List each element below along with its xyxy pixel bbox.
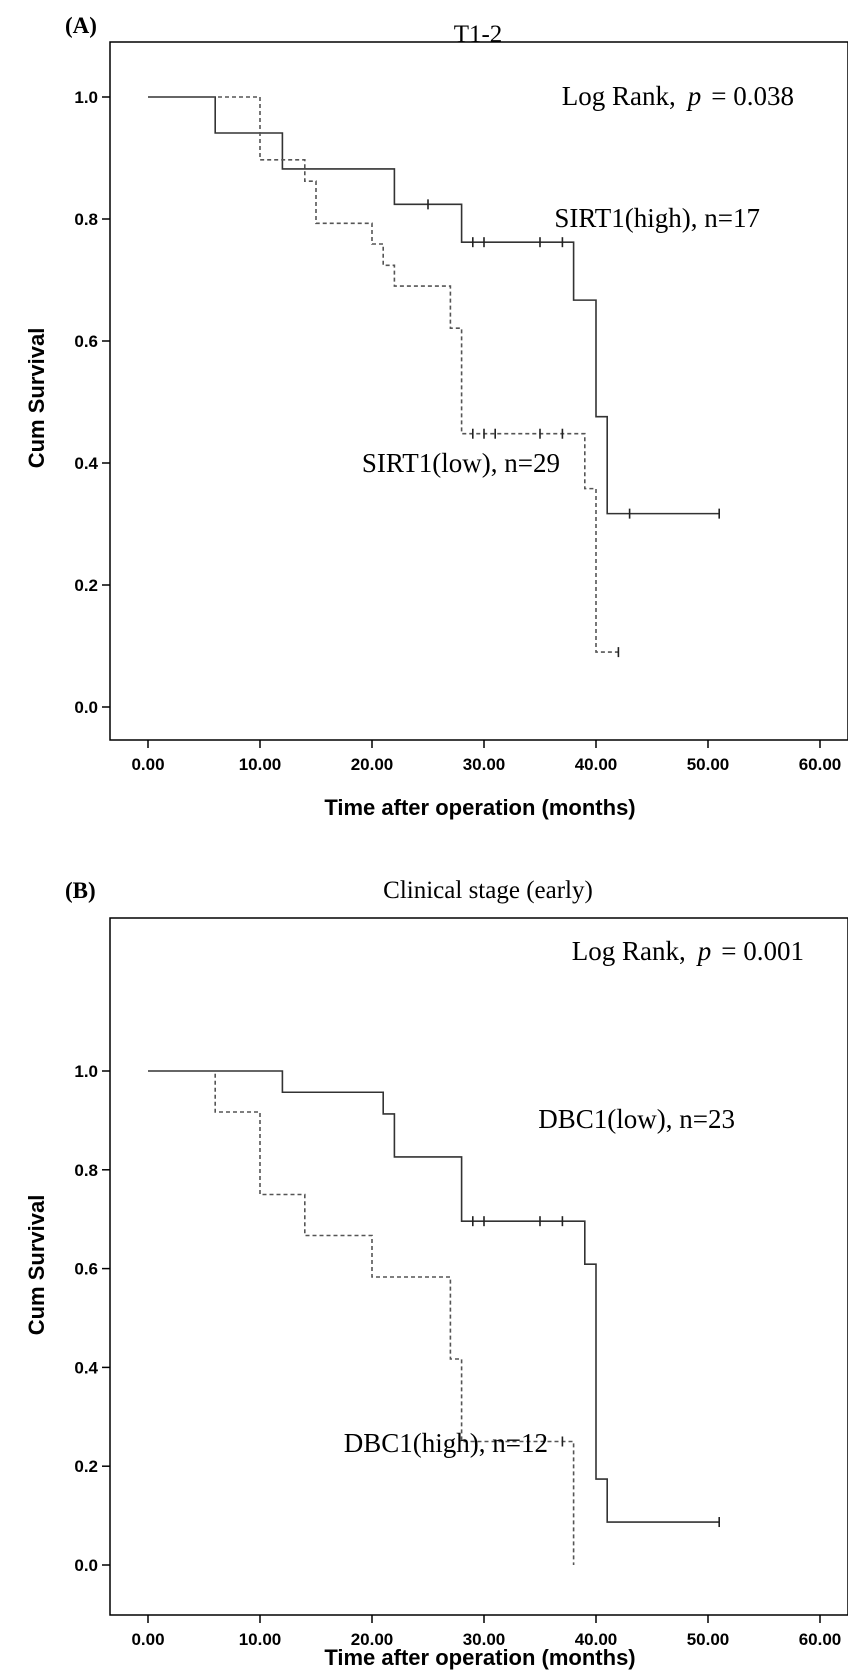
y-tick-label: 0.4 — [74, 1358, 98, 1377]
series-label: DBC1(low), n=23 — [538, 1104, 735, 1134]
y-tick-label: 1.0 — [74, 1062, 98, 1081]
chart-title: T1-2 — [454, 21, 503, 48]
x-axis-label: Time after operation (months) — [324, 1645, 635, 1670]
chart-panel-b: (B) Clinical stage (early) 0.0 0.2 0.4 0.6 0.8… — [24, 877, 848, 1670]
y-tick-label: 0.2 — [74, 576, 98, 595]
x-tick-label: 0.00 — [131, 1630, 164, 1649]
y-tick-label: 0.4 — [74, 454, 98, 473]
x-tick-label: 10.00 — [239, 1630, 282, 1649]
x-tick-label: 50.00 — [687, 755, 730, 774]
plot-frame — [109, 917, 848, 1616]
panel-label: (A) — [65, 13, 97, 38]
survival-curve-solid — [148, 1070, 720, 1523]
x-axis-label: Time after operation (months) — [324, 795, 635, 820]
p-value: = 0.038 — [711, 81, 794, 111]
p-symbol: p — [696, 936, 712, 966]
survival-curve-solid — [148, 96, 720, 515]
y-tick-label: 0.8 — [74, 1161, 98, 1180]
x-tick-label: 0.00 — [131, 755, 164, 774]
x-tick-label: 20.00 — [351, 1630, 394, 1649]
plot-frame — [109, 41, 848, 741]
y-tick-label: 0.6 — [74, 1260, 98, 1279]
x-tick-label: 40.00 — [575, 755, 618, 774]
series-label: DBC1(high), n=12 — [344, 1428, 548, 1458]
y-tick-label: 0.0 — [74, 1556, 98, 1575]
log-rank-prefix: Log Rank, — [562, 81, 676, 111]
x-tick-label: 30.00 — [463, 755, 506, 774]
survival-curve-dashed — [148, 1070, 575, 1565]
chart-panel-a: (A) T1-2 0.0 0.2 0.4 0.6 0.8 1.0 0.00 10.00 20.00 3… — [24, 13, 848, 820]
y-axis-label: Cum Survival — [24, 1195, 49, 1336]
y-tick-label: 0.8 — [74, 210, 98, 229]
chart-title: Clinical stage (early) — [383, 877, 593, 904]
x-tick-label: 60.00 — [799, 1630, 842, 1649]
y-tick-label: 0.0 — [74, 698, 98, 717]
p-value: = 0.001 — [721, 936, 804, 966]
log-rank-annotation: Log Rank, p = 0.038 — [562, 81, 794, 111]
x-tick-label: 40.00 — [575, 1630, 618, 1649]
y-axis-label: Cum Survival — [24, 328, 49, 469]
y-tick-label: 1.0 — [74, 88, 98, 107]
x-tick-label: 20.00 — [351, 755, 394, 774]
series-label: SIRT1(low), n=29 — [362, 448, 560, 478]
x-tick-label: 30.00 — [463, 1630, 506, 1649]
series-label: SIRT1(high), n=17 — [554, 203, 760, 233]
y-tick-label: 0.2 — [74, 1457, 98, 1476]
panel-label: (B) — [65, 878, 96, 903]
y-tick-label: 0.6 — [74, 332, 98, 351]
x-tick-label: 10.00 — [239, 755, 282, 774]
log-rank-prefix: Log Rank, — [572, 936, 686, 966]
survival-curve-dashed — [148, 96, 619, 653]
p-symbol: p — [686, 81, 702, 111]
x-tick-label: 50.00 — [687, 1630, 730, 1649]
x-tick-label: 60.00 — [799, 755, 842, 774]
log-rank-annotation: Log Rank, p = 0.001 — [572, 936, 804, 966]
